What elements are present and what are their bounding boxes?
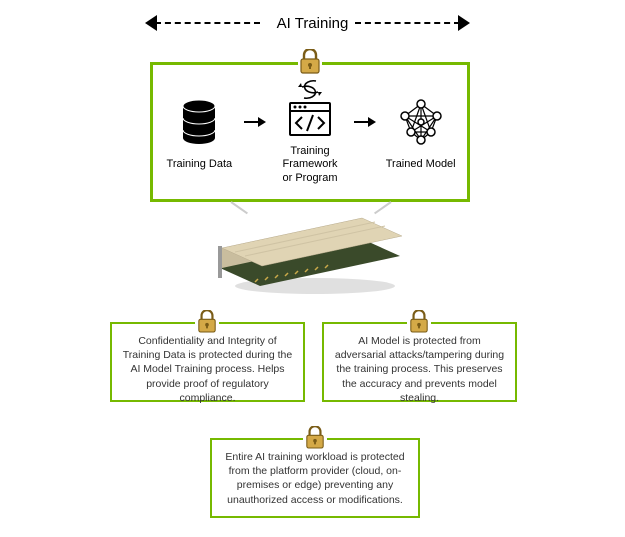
pipeline-label: Training Framework or Program	[266, 145, 355, 185]
pipeline-row: Training Data Training Fram	[155, 72, 465, 192]
neural-net-icon	[397, 92, 445, 152]
pipeline-item-framework: Training Framework or Program	[266, 79, 355, 185]
pipeline-label: Training Data	[167, 158, 233, 171]
lock-icon	[195, 308, 219, 336]
header-title: AI Training	[269, 15, 357, 32]
header-dash-right	[355, 22, 460, 24]
pipeline-item-trained-model: Trained Model	[376, 92, 465, 171]
database-icon	[179, 92, 219, 152]
info-text: AI Model is protected from adversarial a…	[335, 335, 504, 404]
lock-icon	[407, 308, 431, 336]
lock-icon	[303, 424, 327, 452]
header-arrow-right	[458, 15, 470, 31]
code-window-icon	[284, 79, 336, 139]
pipeline-item-training-data: Training Data	[155, 92, 244, 171]
pipeline-label: Trained Model	[386, 158, 456, 171]
lock-icon	[298, 48, 322, 76]
header-row: AI Training	[0, 15, 625, 32]
arrow-icon	[244, 116, 266, 128]
gpu-card-image	[210, 208, 410, 298]
info-text: Confidentiality and Integrity of Trainin…	[123, 335, 292, 404]
info-text: Entire AI training workload is protected…	[225, 451, 404, 506]
arrow-icon	[354, 116, 376, 128]
